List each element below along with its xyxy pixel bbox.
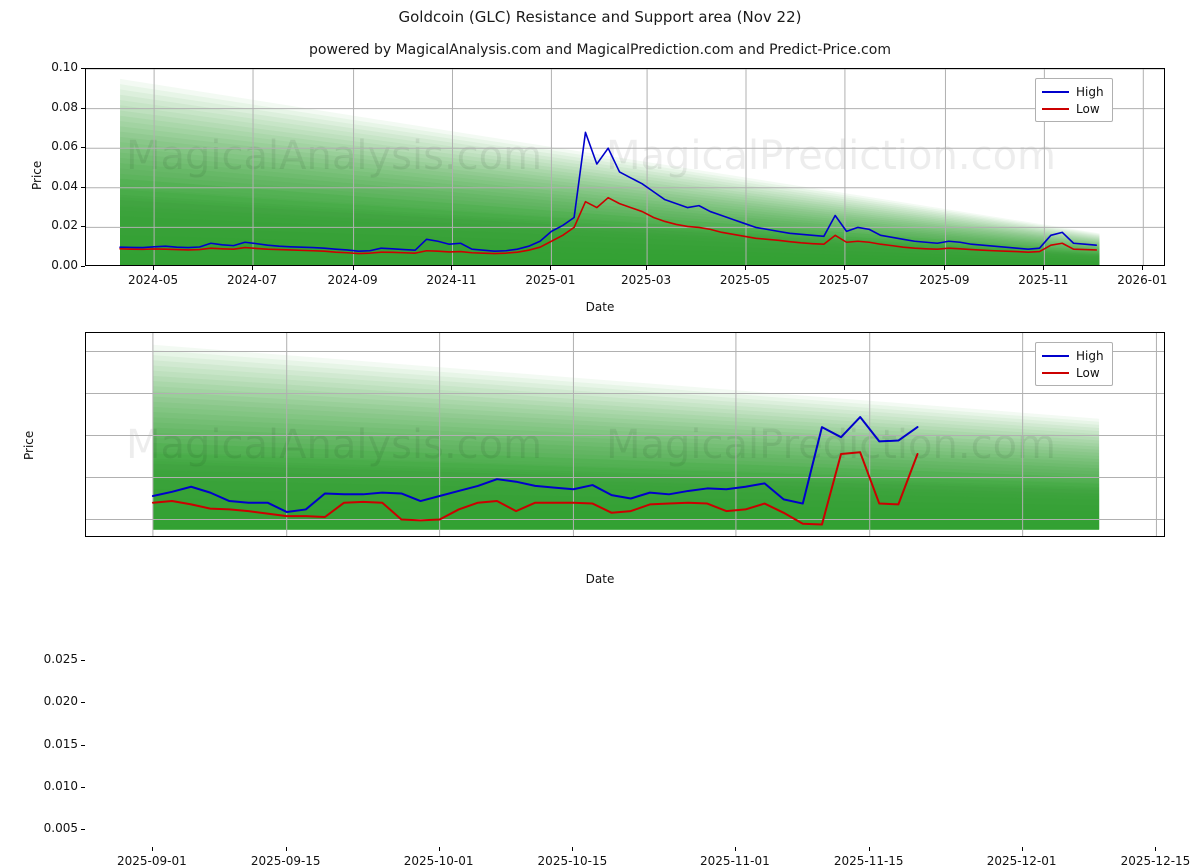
y-tick-mark (81, 266, 85, 267)
legend-swatch-high-icon (1042, 354, 1069, 357)
svg-text:MagicalPrediction.com: MagicalPrediction.com (606, 133, 1056, 179)
x-tick-label: 2025-10-01 (403, 854, 474, 868)
y-tick-mark (81, 107, 85, 109)
bottom-plot-area[interactable]: MagicalAnalysis.com MagicalPrediction.com (85, 332, 1165, 537)
y-tick-mark (81, 147, 85, 149)
svg-text:MagicalAnalysis.com: MagicalAnalysis.com (126, 265, 542, 266)
bottom-legend: High Low (1035, 342, 1113, 386)
y-tick-mark (81, 226, 85, 228)
top-x-axis-label: Date (585, 300, 615, 314)
svg-text:MagicalAnalysis.com: MagicalAnalysis.com (126, 133, 542, 179)
x-tick-mark (550, 266, 552, 270)
y-tick-mark (81, 786, 85, 788)
x-tick-label: 2024-05 (128, 273, 179, 287)
x-tick-mark (944, 266, 946, 270)
y-tick-label: 0.010 (43, 778, 78, 793)
legend-entry-high: High (1042, 347, 1104, 364)
y-tick-label: 0.10 (51, 60, 78, 74)
x-tick-label: 2024-11 (426, 273, 477, 287)
x-tick-label: 2026-01 (1117, 273, 1168, 287)
bottom-x-axis-label: Date (585, 572, 615, 586)
x-tick-label: 2025-01 (525, 273, 576, 287)
x-tick-mark (1142, 266, 1144, 270)
top-chart-panel: Price 0.00 0.02 0.04 0.06 0.08 0.10 2024-05 20… (0, 0, 1200, 314)
top-plot-area[interactable]: MagicalAnalysis.com MagicalPrediction.com… (85, 68, 1165, 266)
x-tick-label: 2025-11-15 (833, 854, 904, 868)
svg-text:MagicalAnalysis.com: MagicalAnalysis.com (126, 422, 542, 468)
x-tick-mark (745, 266, 746, 270)
legend-label-high: High (1076, 348, 1104, 363)
legend-swatch-high-icon (1042, 90, 1069, 93)
svg-text:MagicalPrediction.com: MagicalPrediction.com (606, 422, 1056, 468)
x-tick-mark (1155, 847, 1157, 851)
x-tick-mark (1043, 266, 1045, 270)
x-tick-mark (572, 847, 574, 851)
x-tick-label: 2025-09 (919, 273, 970, 287)
x-tick-label: 2025-10-15 (537, 854, 608, 868)
x-tick-mark (1021, 847, 1023, 851)
legend-entry-low: Low (1042, 364, 1104, 381)
legend-swatch-low-icon (1042, 107, 1069, 110)
y-tick-label: 0.015 (43, 736, 78, 751)
x-tick-mark (151, 847, 153, 851)
legend-label-low: Low (1076, 365, 1100, 380)
x-tick-mark (843, 266, 845, 270)
y-tick-label: 0.005 (43, 820, 78, 835)
bottom-chart-panel: Price 0.005 0.010 0.015 0.020 0.025 2025-09-… (0, 310, 1200, 868)
y-tick-mark (81, 68, 85, 69)
legend-entry-low: Low (1042, 100, 1104, 117)
x-tick-label: 2025-09-01 (117, 854, 187, 868)
y-tick-label: 0.06 (51, 139, 78, 154)
x-tick-label: 2025-05 (719, 273, 771, 287)
x-tick-mark (153, 266, 155, 270)
x-tick-mark (438, 847, 440, 851)
y-tick-mark (81, 744, 85, 746)
x-tick-label: 2024-09 (327, 273, 378, 287)
x-tick-label: 2025-03 (621, 273, 672, 287)
x-tick-mark (451, 266, 453, 270)
x-tick-mark (285, 847, 287, 851)
x-tick-mark (352, 266, 354, 270)
x-tick-mark (252, 266, 254, 270)
y-tick-label: 0.020 (43, 694, 78, 709)
legend-label-high: High (1076, 84, 1104, 99)
y-tick-mark (81, 702, 85, 704)
legend-label-low: Low (1076, 101, 1100, 116)
legend-entry-high: High (1042, 83, 1104, 100)
svg-text:MagicalPrediction.com: MagicalPrediction.com (606, 265, 1056, 266)
y-tick-label: 0.00 (51, 258, 78, 272)
bottom-y-axis-label: Price (22, 430, 36, 460)
y-tick-label: 0.02 (51, 218, 78, 233)
y-tick-label: 0.04 (51, 178, 78, 193)
y-tick-label: 0.08 (51, 99, 78, 114)
y-tick-mark (81, 186, 85, 188)
top-legend: High Low (1035, 78, 1113, 122)
x-tick-label: 2025-12-15 (1120, 854, 1191, 868)
page-subtitle: powered by MagicalAnalysis.com and Magic… (309, 42, 891, 58)
x-tick-label: 2025-09-15 (250, 854, 321, 868)
x-tick-mark (868, 847, 870, 851)
y-tick-label: 0.025 (43, 652, 78, 667)
x-tick-label: 2025-07 (818, 273, 869, 287)
y-tick-mark (81, 660, 85, 662)
x-tick-label: 2025-12-01 (986, 854, 1057, 868)
x-tick-label: 2024-07 (226, 273, 278, 287)
x-tick-label: 2025-11-01 (700, 854, 770, 868)
page-title: Goldcoin (GLC) Resistance and Support ar… (398, 8, 802, 26)
x-tick-label: 2025-11 (1018, 273, 1069, 287)
x-tick-mark (646, 266, 648, 270)
legend-swatch-low-icon (1042, 371, 1069, 374)
x-tick-mark (734, 847, 736, 851)
y-tick-mark (81, 828, 85, 830)
